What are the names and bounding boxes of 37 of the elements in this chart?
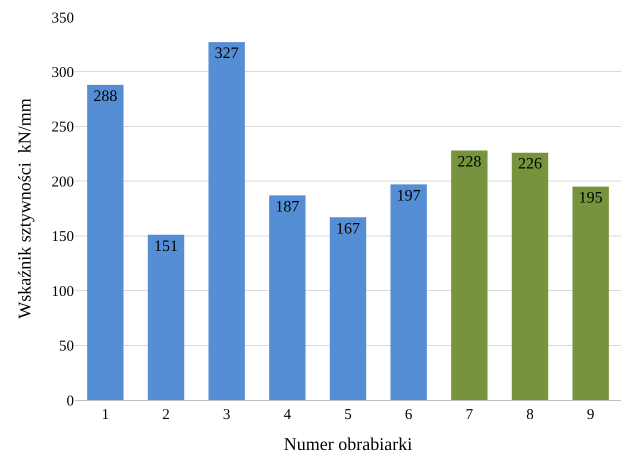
data-label: 327	[214, 45, 239, 62]
x-tick-label: 7	[466, 407, 474, 423]
y-tick-label: 50	[59, 338, 74, 355]
bar	[148, 234, 184, 400]
x-axis-title: Numer obrabiarki	[284, 434, 412, 454]
x-tick-label: 8	[526, 407, 534, 423]
y-tick-label: 100	[52, 284, 74, 300]
bar	[330, 217, 366, 400]
y-tick-label: 150	[52, 229, 74, 246]
bar	[512, 152, 548, 400]
bar	[572, 186, 609, 400]
data-label: 187	[275, 198, 300, 216]
bar	[208, 42, 245, 400]
x-tick-label: 5	[344, 407, 352, 423]
bar	[87, 84, 124, 400]
x-tick-label: 1	[102, 407, 110, 423]
y-tick-label: 0	[66, 393, 74, 410]
x-tick-label: 6	[404, 407, 413, 423]
x-tick-label: 3	[222, 407, 230, 423]
data-label: 226	[518, 156, 542, 173]
y-tick-label: 300	[52, 64, 74, 81]
data-label: 288	[93, 88, 118, 105]
x-tick-label: 4	[284, 407, 292, 423]
data-label: 197	[396, 187, 421, 204]
data-label: 228	[457, 154, 482, 170]
bar	[269, 195, 306, 400]
y-axis-title: Wskaźnik sztywności kN/mm	[14, 98, 35, 319]
x-tick-label: 2	[162, 407, 170, 423]
y-tick-label: 250	[52, 120, 74, 136]
x-tick-label: 9	[586, 407, 594, 423]
data-label: 167	[336, 220, 360, 238]
data-label: 195	[578, 190, 603, 207]
y-tick-label: 200	[52, 174, 74, 190]
bar	[451, 150, 488, 400]
bar	[390, 184, 427, 400]
y-tick-label: 350	[52, 10, 74, 26]
data-label: 151	[154, 238, 178, 255]
